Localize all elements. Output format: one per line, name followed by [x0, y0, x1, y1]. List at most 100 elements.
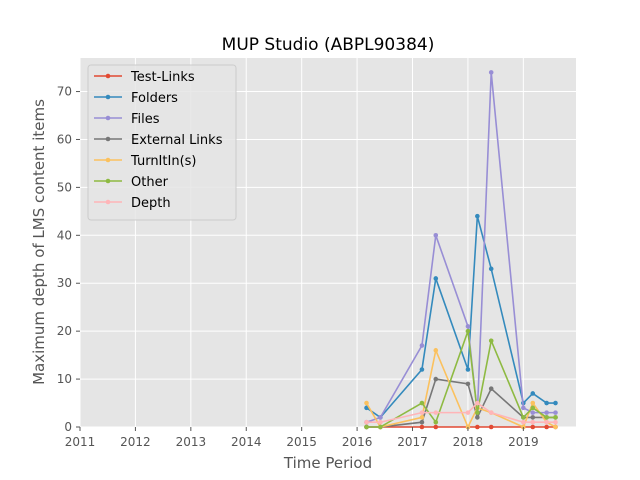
- data-point: [488, 386, 494, 391]
- data-point: [364, 419, 369, 425]
- data-point: [364, 424, 369, 430]
- data-point: [378, 415, 383, 420]
- y-axis-ticks: 0 10 20 30 40 50 60 70: [57, 85, 80, 434]
- data-point: [530, 400, 536, 406]
- legend-swatch-marker: [105, 94, 111, 100]
- legend-swatch-marker: [105, 73, 111, 79]
- data-point: [488, 266, 494, 272]
- data-point: [465, 324, 471, 329]
- x-tick-label: 2017: [397, 435, 428, 449]
- legend-item: External Links: [94, 133, 223, 148]
- data-point: [521, 405, 526, 411]
- legend: Test-Links Folders Files External Links Turn…: [87, 64, 237, 221]
- data-point: [433, 348, 439, 353]
- series-depth: [364, 400, 558, 425]
- legend-label: Test-Links: [130, 70, 195, 85]
- data-point: [553, 419, 558, 425]
- legend-item: Test-Links: [94, 70, 195, 85]
- data-point: [419, 400, 425, 406]
- data-point: [553, 400, 558, 406]
- data-point: [530, 405, 536, 411]
- data-point: [475, 410, 480, 415]
- data-point: [433, 419, 439, 425]
- series-folders: [364, 213, 558, 420]
- data-point: [530, 419, 536, 425]
- legend-swatch-marker: [105, 157, 111, 163]
- y-tick-label: 70: [57, 85, 72, 99]
- legend-swatch-marker: [105, 178, 111, 184]
- y-tick-label: 30: [57, 276, 72, 290]
- data-point: [378, 419, 383, 425]
- y-tick-label: 60: [57, 132, 72, 146]
- data-point: [465, 381, 471, 387]
- data-point: [465, 328, 471, 334]
- legend-item: Other: [94, 175, 169, 190]
- data-point: [419, 424, 425, 430]
- legend-label: Depth: [131, 196, 171, 211]
- data-point: [521, 415, 526, 420]
- y-tick-label: 10: [57, 372, 72, 386]
- x-tick-label: 2019: [508, 435, 539, 449]
- data-point: [419, 343, 425, 348]
- legend-label: External Links: [131, 133, 223, 148]
- legend-label: Other: [131, 175, 169, 190]
- x-axis-ticks: 2011 2012 2013 2014 2015 2016 2017 2018 2019: [65, 427, 539, 449]
- legend-swatch-marker: [105, 199, 111, 205]
- chart-title: MUP Studio (ABPL90384): [222, 35, 435, 55]
- data-point: [488, 410, 494, 415]
- data-point: [433, 376, 439, 382]
- data-point: [419, 367, 425, 372]
- data-point: [475, 213, 480, 219]
- series-layer: [364, 70, 558, 430]
- data-point: [433, 424, 439, 430]
- x-axis-label: Time Period: [283, 454, 372, 472]
- series-other: [364, 328, 558, 430]
- data-point: [378, 424, 383, 430]
- legend-label: Files: [131, 112, 160, 127]
- data-point: [530, 391, 536, 396]
- x-tick-label: 2013: [176, 435, 207, 449]
- data-point: [364, 405, 369, 411]
- data-point: [488, 338, 494, 344]
- legend-item: Depth: [94, 196, 171, 211]
- data-point: [553, 410, 558, 415]
- legend-swatch-marker: [105, 136, 111, 142]
- data-point: [419, 419, 425, 425]
- data-point: [530, 415, 536, 420]
- data-point: [419, 415, 425, 420]
- legend-swatch-marker: [105, 115, 111, 121]
- data-point: [530, 424, 536, 430]
- data-point: [419, 410, 425, 415]
- data-point: [530, 410, 536, 415]
- x-tick-label: 2018: [453, 435, 484, 449]
- legend-label: TurnItIn(s): [130, 154, 196, 169]
- x-tick-label: 2012: [120, 435, 151, 449]
- legend-item: Files: [94, 112, 160, 127]
- legend-item: TurnItIn(s): [94, 154, 196, 169]
- data-point: [364, 400, 369, 406]
- data-point: [465, 367, 471, 372]
- data-point: [475, 424, 480, 430]
- x-tick-label: 2016: [342, 435, 373, 449]
- x-tick-label: 2011: [65, 435, 96, 449]
- data-point: [465, 410, 471, 415]
- legend-frame: [87, 64, 237, 221]
- data-point: [521, 419, 526, 425]
- y-axis-label: Maximum depth of LMS content items: [30, 99, 48, 385]
- data-point: [475, 415, 480, 420]
- data-point: [433, 233, 439, 238]
- data-point: [433, 410, 439, 415]
- data-point: [433, 276, 439, 281]
- y-tick-label: 50: [57, 180, 72, 194]
- data-point: [544, 415, 549, 420]
- data-point: [488, 424, 494, 430]
- legend-item: Folders: [94, 91, 178, 106]
- x-tick-label: 2015: [286, 435, 317, 449]
- data-point: [475, 400, 480, 406]
- legend-label: Folders: [131, 91, 178, 106]
- y-tick-label: 20: [57, 324, 72, 338]
- data-point: [544, 400, 549, 406]
- data-point: [553, 415, 558, 420]
- y-tick-label: 40: [57, 228, 72, 242]
